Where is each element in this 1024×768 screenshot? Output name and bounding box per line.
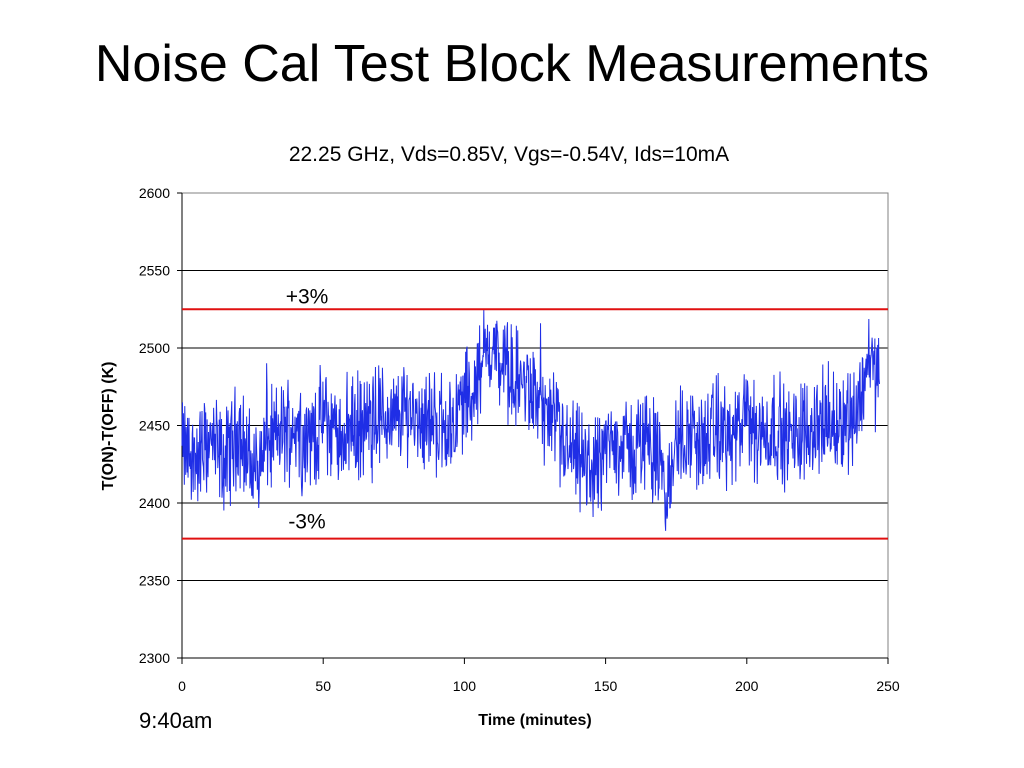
reference-line-label: +3%: [286, 285, 329, 308]
y-tick-label: 2350: [139, 573, 170, 589]
x-tick-label: 100: [453, 678, 477, 694]
y-tick-label: 2600: [139, 185, 170, 201]
y-tick-labels: 2300 2350 2400 2450 2500 2550 2600: [139, 185, 170, 666]
reference-lines: +3% -3%: [182, 285, 888, 540]
x-tick-label: 0: [178, 678, 186, 694]
y-axis-label: T(ON)-T(OFF) (K): [100, 362, 117, 491]
y-tick-label: 2300: [139, 650, 170, 666]
reference-line-label: -3%: [288, 511, 325, 534]
footer-time: 9:40am: [139, 708, 213, 733]
x-axis-label: Time (minutes): [478, 712, 592, 729]
chart-title: 22.25 GHz, Vds=0.85V, Vgs=-0.54V, Ids=10…: [288, 143, 730, 166]
y-tick-label: 2400: [139, 495, 170, 511]
x-tick-label: 50: [315, 678, 331, 694]
x-tick-label: 200: [735, 678, 759, 694]
y-tick-label: 2550: [139, 263, 170, 279]
x-tick-label: 150: [594, 678, 618, 694]
y-tick-label: 2500: [139, 340, 170, 356]
x-tick-label: 250: [876, 678, 900, 694]
series-layer: [181, 309, 881, 531]
y-tick-label: 2450: [139, 418, 170, 434]
slide-title: Noise Cal Test Block Measurements: [94, 35, 930, 93]
x-tick-labels: 0 50 100 150 200 250: [178, 678, 900, 694]
series-line: [181, 309, 881, 531]
